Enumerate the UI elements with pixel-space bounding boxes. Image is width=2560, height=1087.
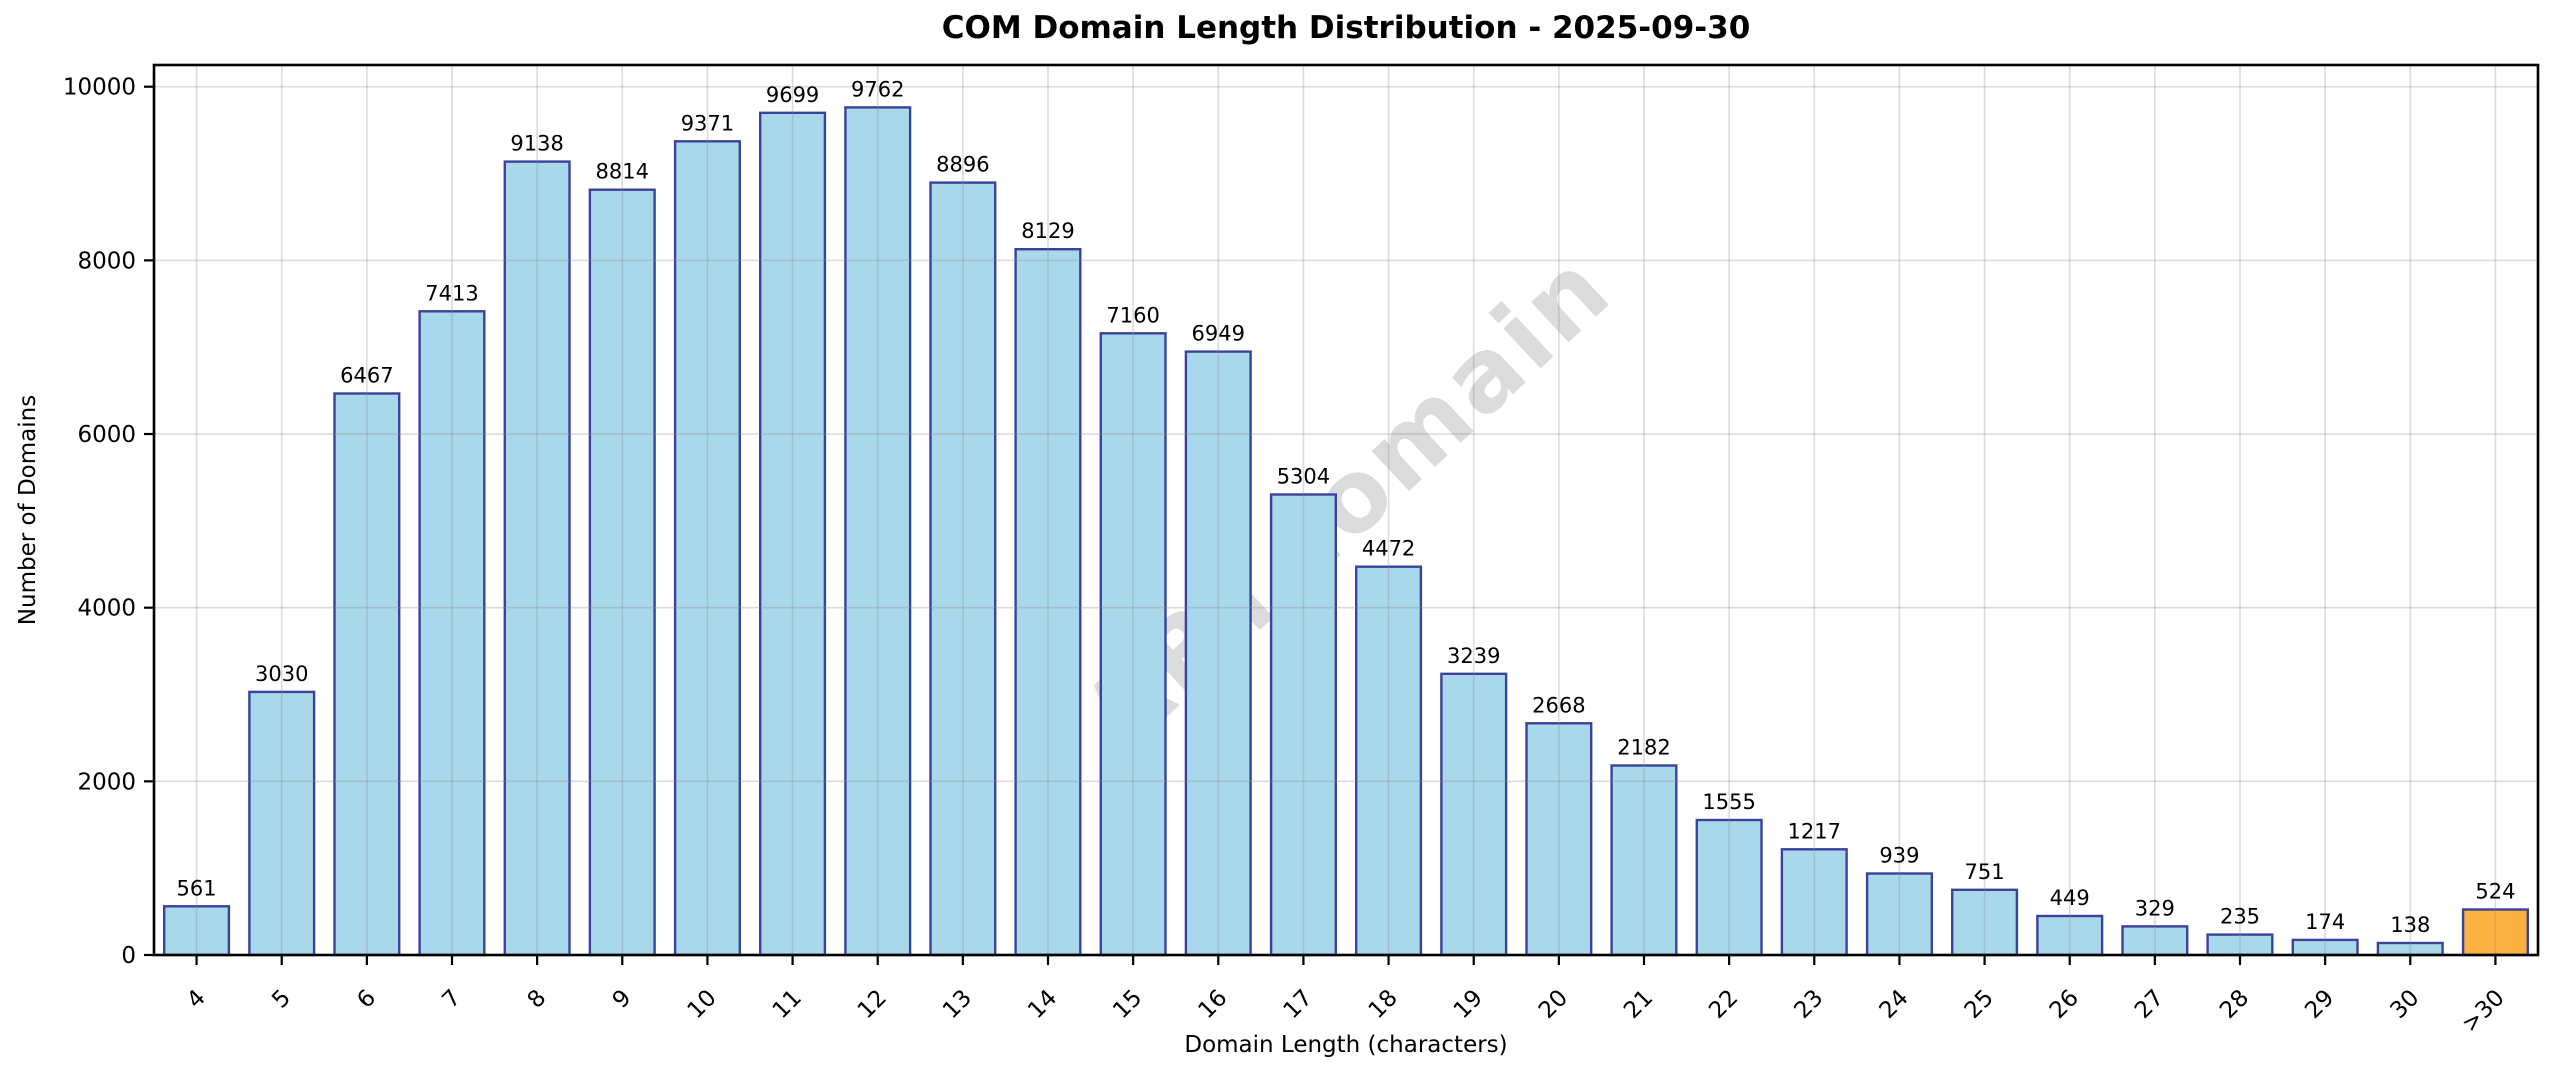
bar-value-label: 9762 (851, 77, 904, 101)
bar (333, 392, 401, 957)
x-tick-label: 9 (608, 985, 637, 1014)
y-tick-label: 8000 (77, 248, 136, 274)
x-tick-label: 26 (2045, 985, 2084, 1024)
bar-value-label: 138 (2390, 913, 2430, 937)
bar (162, 905, 231, 957)
bar-value-label: 6949 (1192, 322, 1245, 346)
bar-value-label: 561 (177, 876, 217, 900)
bar (759, 111, 827, 957)
x-tick-label: 10 (683, 985, 722, 1024)
bar (2121, 925, 2189, 957)
x-tick-label: >30 (2457, 985, 2510, 1038)
x-tick-label: 27 (2130, 985, 2169, 1024)
bar-value-label: 329 (2135, 896, 2175, 920)
bar (1099, 332, 1167, 957)
bar-value-label: 5304 (1277, 465, 1330, 489)
x-tick-label: 16 (1193, 985, 1232, 1024)
bar (1354, 565, 1423, 957)
bar-value-label: 9138 (510, 132, 563, 156)
x-tick-label: 29 (2300, 985, 2339, 1024)
y-tick-label: 4000 (77, 596, 136, 622)
x-tick-label: 14 (1023, 985, 1062, 1024)
bar-value-label: 751 (1965, 860, 2005, 884)
bar-value-label: 8896 (936, 153, 989, 177)
y-tick-label: 6000 (77, 422, 136, 448)
bar (1780, 848, 1848, 957)
bar-value-label: 939 (1879, 844, 1919, 868)
x-tick-label: 4 (182, 985, 211, 1014)
axes-spines (152, 63, 2540, 957)
x-tick-label: 5 (267, 985, 296, 1014)
y-axis-label: Number of Domains (15, 394, 41, 626)
x-tick-label: 22 (1704, 985, 1743, 1024)
bar-value-label: 2182 (1617, 736, 1670, 760)
x-tick-label: 21 (1619, 985, 1658, 1024)
x-tick-label: 8 (523, 985, 552, 1014)
x-axis-label: Domain Length (characters) (1184, 1032, 1508, 1058)
x-tick-label: 12 (853, 985, 892, 1024)
bar-value-label: 2668 (1532, 693, 1585, 717)
bar-value-label: 1555 (1702, 790, 1755, 814)
x-tick-label: 30 (2385, 985, 2424, 1024)
bar (929, 181, 997, 957)
bar (673, 140, 741, 957)
bar (1695, 818, 1763, 957)
x-tick-label: 24 (1875, 985, 1914, 1024)
x-tick-label: 13 (938, 985, 977, 1024)
bar (2461, 908, 2530, 957)
x-tick-label: 6 (352, 985, 381, 1014)
bar-value-label: 449 (2050, 886, 2090, 910)
bar (1440, 672, 1508, 957)
y-tick-label: 0 (121, 943, 136, 969)
bar-value-label: 3030 (255, 662, 308, 686)
bar (844, 106, 912, 957)
x-tick-label: 11 (768, 985, 807, 1024)
bar-value-label: 7160 (1106, 303, 1159, 327)
x-tick-label: 15 (1108, 985, 1147, 1024)
x-tick-label: 25 (1960, 985, 1999, 1024)
bar (2036, 914, 2104, 957)
bar-value-label: 524 (2475, 880, 2515, 904)
bar-value-label: 1217 (1788, 819, 1841, 843)
bar-value-label: 8129 (1021, 219, 1074, 243)
x-tick-label: 23 (1789, 985, 1828, 1024)
x-tick-label: 20 (1534, 985, 1573, 1024)
x-tick-label: 18 (1364, 985, 1403, 1024)
bar-value-label: 4472 (1362, 537, 1415, 561)
bar (1269, 493, 1337, 957)
x-tick-label: 28 (2215, 985, 2254, 1024)
bar-value-label: 8814 (596, 160, 649, 184)
bar (248, 690, 316, 957)
bar-value-label: 3239 (1447, 644, 1500, 668)
bar (1184, 350, 1252, 957)
bar-value-label: 6467 (340, 364, 393, 388)
bar-value-label: 9699 (766, 83, 819, 107)
y-tick-label: 10000 (63, 75, 136, 101)
bar-value-label: 7413 (425, 281, 478, 305)
bar-value-label: 174 (2305, 910, 2345, 934)
bar (1865, 872, 1933, 957)
bar-value-label: 235 (2220, 905, 2260, 929)
x-tick-label: 7 (438, 985, 467, 1014)
x-tick-label: 19 (1449, 985, 1488, 1024)
x-tick-label: 17 (1279, 985, 1318, 1024)
y-tick-label: 2000 (77, 769, 136, 795)
bar (1610, 764, 1678, 957)
bar (1525, 722, 1593, 957)
chart-title: COM Domain Length Distribution - 2025-09… (941, 10, 1751, 46)
bar-value-label: 9371 (681, 111, 734, 135)
